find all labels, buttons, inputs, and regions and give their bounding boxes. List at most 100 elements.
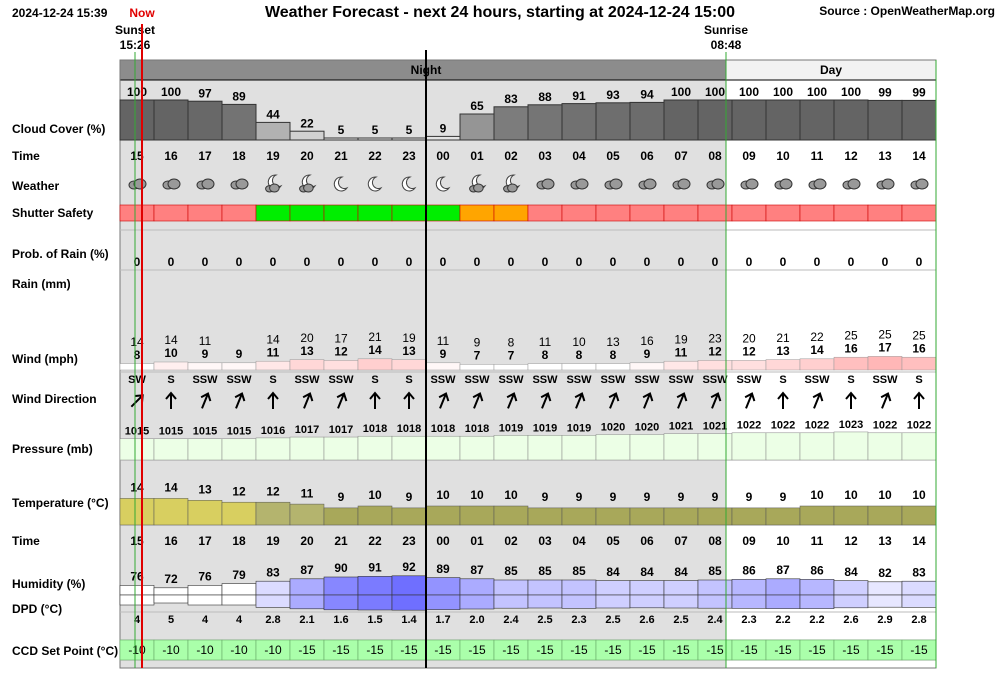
wind-arrow [369,391,381,409]
dpd-bar [697,594,733,609]
arrow-shape [472,392,484,409]
cloud-bar [595,102,631,141]
wind-direction: S [167,374,174,386]
shutter-cell [833,204,869,222]
pressure-value: 1017 [329,424,353,436]
rain-probability: 0 [406,255,413,269]
pressure-value: 1019 [567,422,591,434]
cloud-value: 5 [338,123,345,137]
temperature-bar [595,507,631,526]
temperature-bar [323,507,359,526]
cloud-value: 100 [739,85,759,99]
dpd-value: 2.9 [877,614,892,626]
wind-arrow [642,392,654,409]
wind-gust: 11 [199,334,212,348]
arrow-shape [642,392,654,409]
sunset-label: Sunset [115,23,155,37]
row-label: Prob. of Rain (%) [12,247,109,261]
dpd-value: 2.4 [707,614,723,626]
wind-direction: S [405,374,412,386]
dpd-value: 2.0 [469,614,484,626]
pressure-value: 1018 [431,423,455,435]
wind-gust: 25 [844,328,858,342]
cloud-value: 83 [504,92,518,106]
cloud-value: 100 [807,85,827,99]
wind-gust: 17 [334,332,348,346]
humidity-bar [323,576,359,596]
wind-gust: 19 [674,332,688,346]
rain-probability: 0 [746,255,753,269]
temperature-bar [391,507,427,526]
ccd-value: -10 [230,643,248,657]
humidity-bar [629,580,665,596]
hour: 00 [436,534,450,548]
hour: 15 [130,149,144,163]
rain-probability: 0 [202,255,209,269]
cloud-bar [255,121,291,141]
arrow-shape [608,392,620,409]
hour: 05 [606,534,620,548]
dpd-value: 1.7 [435,614,450,626]
humidity-value: 92 [402,560,416,574]
humidity-value: 86 [742,564,756,578]
wind-bar [255,360,291,371]
wind-arrow [438,392,450,409]
humidity-bar [561,579,597,596]
pressure-value: 1021 [669,421,693,433]
arrow-shape [880,392,892,409]
temperature-value: 13 [198,482,212,496]
dpd-value: 5 [168,614,174,626]
cloud-bar [561,103,597,141]
dpd-value: 2.8 [265,614,280,626]
arrow-shape [506,392,518,409]
dpd-value: 2.8 [911,614,926,626]
rain-probability: 0 [610,255,617,269]
temperature-value: 9 [406,490,413,504]
wind-arrow [676,392,688,409]
cloud-part [813,178,827,190]
wind-arrow [234,392,246,409]
wind-gust: 13 [606,335,620,349]
wind-direction: SSW [464,374,490,386]
humidity-bar [459,578,495,596]
row-label: Weather [12,179,59,193]
dpd-bar [357,594,393,611]
wind-direction: S [915,374,922,386]
shutter-cell [425,204,461,222]
cloud-value: 99 [912,86,926,100]
day-label: Day [820,63,842,77]
wind-direction: SSW [294,374,320,386]
temperature-value: 10 [878,488,892,502]
weather-icon [401,176,417,192]
weather-icon [299,174,317,193]
cloud-bar [697,99,733,141]
wind-direction: SSW [226,374,252,386]
shutter-cell [153,204,189,222]
dpd-value: 4 [236,614,243,626]
arrow-shape [710,392,722,409]
arrow-shape [267,391,279,409]
humidity-value: 83 [912,565,926,579]
pressure-value: 1022 [737,420,761,432]
temperature-bar [493,505,529,526]
hour: 21 [334,149,348,163]
cloud-value: 100 [773,85,793,99]
wind-speed: 9 [236,347,243,361]
moon [367,176,383,192]
rain-probability: 0 [542,255,549,269]
humidity-bar [289,578,325,596]
arrow-shape [574,392,586,409]
hour: 00 [436,149,450,163]
hour: 14 [912,149,926,163]
pressure-value: 1022 [907,420,931,432]
cloud-part [779,178,793,190]
row-label: Wind Direction [12,392,97,406]
rain-probability: 0 [236,255,243,269]
temperature-value: 9 [644,490,651,504]
humidity-bar [187,585,223,596]
shutter-cell [119,204,155,222]
ccd-value: -15 [604,643,622,657]
wind-speed: 12 [334,345,348,359]
wind-direction: SSW [600,374,626,386]
shutter-cell [867,204,903,222]
